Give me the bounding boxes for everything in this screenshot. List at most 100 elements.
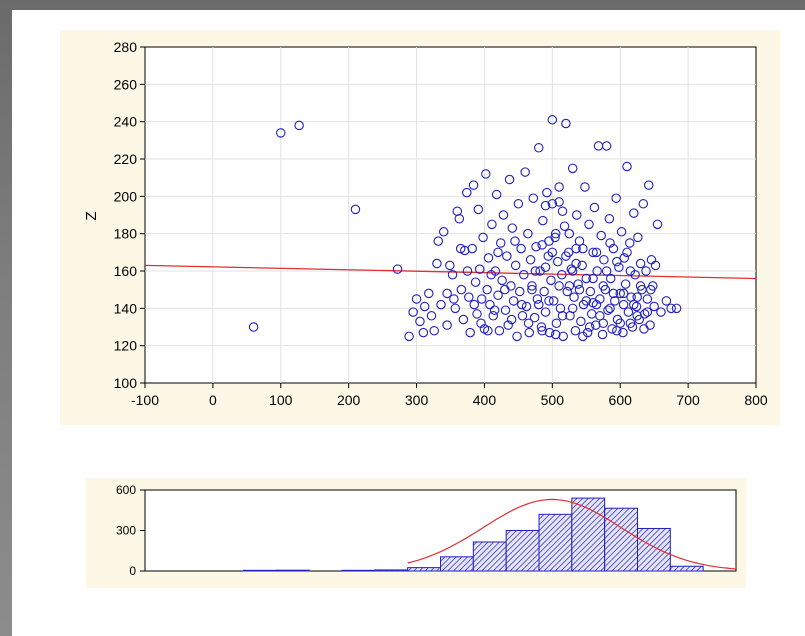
histogram-bar — [440, 556, 474, 572]
data-point — [588, 297, 598, 308]
fit-line — [144, 264, 757, 280]
histogram-bar — [472, 541, 507, 572]
data-point — [605, 303, 615, 314]
data-point — [502, 251, 512, 261]
data-point — [504, 174, 515, 185]
data-point — [572, 210, 582, 220]
data-point — [482, 284, 492, 295]
data-point — [493, 290, 503, 301]
histogram-chart: 0 300 600 — [86, 478, 746, 588]
data-point — [454, 213, 465, 224]
normal-curve — [407, 498, 737, 570]
data-point — [473, 204, 484, 215]
data-point — [503, 320, 513, 330]
data-point — [566, 264, 577, 274]
data-point — [661, 296, 672, 306]
data-point — [488, 311, 499, 321]
x-tick-label: 600 — [609, 392, 633, 408]
data-point — [599, 255, 609, 265]
y-tick-label: 180 — [114, 226, 138, 242]
histogram-bar — [669, 565, 704, 572]
data-point — [494, 325, 505, 336]
data-point — [510, 236, 520, 246]
data-point — [548, 296, 559, 306]
data-point — [643, 180, 654, 190]
data-point — [537, 325, 547, 336]
histogram-bar — [243, 569, 277, 572]
data-point — [639, 309, 650, 319]
histogram-bar — [407, 567, 441, 572]
data-point — [652, 219, 663, 230]
data-point — [544, 296, 554, 306]
data-point — [508, 296, 519, 306]
y-tick-label: 220 — [114, 151, 138, 167]
data-point — [561, 251, 571, 261]
data-point — [605, 238, 615, 248]
data-point — [581, 296, 592, 306]
data-point — [456, 284, 467, 295]
data-point — [455, 243, 466, 254]
x-tick-label: 700 — [676, 392, 700, 408]
data-point — [546, 275, 556, 286]
data-point — [631, 301, 642, 312]
data-point — [447, 269, 458, 280]
data-point — [592, 266, 602, 276]
scatter-plot-area — [144, 46, 757, 384]
y-tick-label: 100 — [114, 375, 138, 391]
data-point — [458, 314, 469, 325]
data-point — [623, 307, 634, 317]
data-point — [564, 228, 575, 239]
data-point — [570, 325, 581, 336]
data-point — [474, 264, 485, 274]
data-point — [426, 311, 437, 321]
data-point — [616, 227, 627, 237]
data-point — [608, 288, 619, 299]
x-tick-labels: -100 0 100 200 300 400 500 600 700 800 — [131, 392, 768, 408]
data-point — [539, 286, 549, 297]
data-point — [510, 260, 521, 271]
data-point — [557, 269, 567, 280]
y-tick-labels: 100 120 140 160 180 200 220 240 260 280 — [114, 39, 138, 391]
data-point — [574, 284, 585, 295]
histogram-bar — [275, 569, 310, 572]
data-point — [638, 199, 649, 209]
data-point — [608, 243, 619, 254]
y-tick-label: 260 — [114, 76, 138, 92]
data-point — [615, 288, 625, 299]
data-point — [598, 318, 608, 329]
data-point — [547, 247, 558, 258]
data-point — [584, 219, 594, 230]
data-point — [529, 312, 540, 323]
data-point — [531, 241, 541, 252]
data-point — [534, 299, 544, 310]
data-point — [424, 288, 434, 299]
data-point — [487, 219, 497, 230]
y-axis-label: Z — [83, 211, 100, 220]
y-tick-label: 240 — [114, 114, 138, 130]
data-point — [513, 199, 524, 209]
data-point — [605, 273, 616, 284]
data-point — [547, 199, 558, 209]
histogram-bar — [374, 569, 409, 572]
data-point — [567, 303, 578, 314]
data-point — [559, 221, 570, 231]
data-point — [624, 238, 635, 248]
data-point — [462, 266, 473, 276]
data-point — [538, 215, 548, 226]
data-point — [591, 247, 602, 258]
data-point — [588, 247, 598, 258]
data-point — [641, 266, 651, 276]
data-point — [476, 294, 487, 304]
data-point — [632, 311, 642, 321]
data-point — [483, 325, 493, 336]
data-point — [350, 204, 361, 215]
data-point — [433, 236, 444, 246]
histogram-bar — [505, 530, 540, 572]
data-point — [607, 324, 617, 334]
data-point — [418, 327, 429, 338]
data-point — [620, 279, 631, 289]
x-tick-label: 400 — [473, 392, 497, 408]
data-point — [462, 187, 472, 198]
data-point — [635, 258, 646, 269]
data-point — [588, 273, 598, 284]
